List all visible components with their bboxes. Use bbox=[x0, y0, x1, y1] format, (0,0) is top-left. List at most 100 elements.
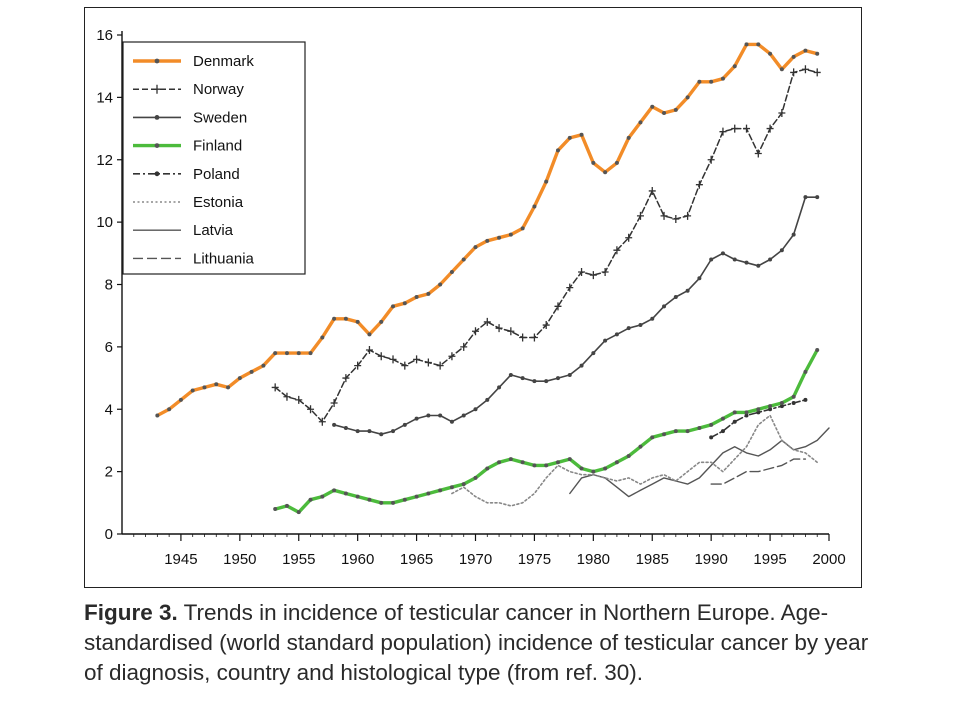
data-point-denmark bbox=[508, 232, 513, 237]
data-point-denmark bbox=[379, 319, 384, 324]
data-point-norway bbox=[377, 352, 385, 361]
data-point-sweden bbox=[414, 416, 419, 421]
x-tick-label: 1985 bbox=[636, 551, 669, 568]
data-point-finland bbox=[815, 347, 820, 352]
data-point-norway bbox=[566, 283, 574, 292]
data-point-denmark bbox=[732, 64, 737, 69]
legend-box bbox=[122, 41, 306, 275]
data-point-norway bbox=[530, 333, 538, 342]
y-tick-label: 6 bbox=[105, 339, 113, 356]
data-point-norway bbox=[601, 268, 609, 277]
data-point-finland bbox=[343, 491, 348, 496]
data-point-norway bbox=[578, 268, 586, 277]
data-point-finland bbox=[803, 369, 808, 374]
data-point-norway bbox=[707, 155, 715, 164]
data-point-denmark bbox=[709, 79, 714, 84]
data-point-sweden bbox=[685, 288, 690, 293]
data-point-sweden bbox=[779, 248, 784, 253]
data-point-denmark bbox=[791, 54, 796, 59]
legend-marker-poland bbox=[154, 171, 160, 177]
legend-marker-finland bbox=[154, 143, 160, 149]
data-point-sweden bbox=[532, 379, 537, 384]
data-point-norway bbox=[636, 211, 644, 220]
data-point-denmark bbox=[332, 316, 337, 321]
legend-label-lithuania: Lithuania bbox=[193, 250, 255, 267]
y-tick-label: 14 bbox=[96, 89, 113, 106]
data-point-denmark bbox=[614, 160, 619, 165]
data-point-norway bbox=[354, 361, 362, 370]
data-point-finland bbox=[532, 463, 537, 468]
data-point-norway bbox=[554, 302, 562, 311]
data-point-finland bbox=[426, 491, 431, 496]
data-point-finland bbox=[756, 407, 761, 412]
data-point-denmark bbox=[803, 48, 808, 53]
data-point-sweden bbox=[508, 372, 513, 377]
data-point-norway bbox=[307, 405, 315, 414]
data-point-finland bbox=[732, 410, 737, 415]
data-point-finland bbox=[603, 466, 608, 471]
y-tick-label: 0 bbox=[105, 526, 113, 543]
data-point-sweden bbox=[732, 257, 737, 262]
data-point-sweden bbox=[768, 257, 773, 262]
data-point-denmark bbox=[249, 369, 254, 374]
data-point-denmark bbox=[261, 363, 266, 368]
series-line-norway bbox=[274, 68, 818, 423]
data-point-sweden bbox=[555, 376, 560, 381]
data-point-denmark bbox=[343, 316, 348, 321]
data-point-finland bbox=[355, 494, 360, 499]
data-point-norway bbox=[766, 124, 774, 133]
data-point-denmark bbox=[296, 351, 301, 356]
data-point-denmark bbox=[167, 407, 172, 412]
data-point-norway bbox=[318, 417, 326, 426]
y-tick-label: 16 bbox=[96, 27, 113, 44]
data-point-poland bbox=[768, 407, 773, 412]
x-tick-label: 1965 bbox=[400, 551, 433, 568]
data-point-norway bbox=[684, 211, 692, 220]
data-point-norway bbox=[589, 271, 597, 280]
data-point-norway bbox=[519, 333, 527, 342]
data-point-denmark bbox=[497, 235, 502, 240]
data-point-denmark bbox=[202, 385, 207, 390]
data-point-norway bbox=[413, 355, 421, 364]
legend-label-denmark: Denmark bbox=[193, 53, 254, 70]
x-tick-label: 1970 bbox=[459, 551, 492, 568]
x-tick-label: 1980 bbox=[577, 551, 610, 568]
data-point-sweden bbox=[697, 276, 702, 281]
data-point-denmark bbox=[320, 335, 325, 340]
figure-label: Figure 3. bbox=[84, 600, 178, 625]
data-point-norway bbox=[342, 374, 350, 383]
line-chart: 0 2 4 6 8 10 12 14 16 1945 1950 1955 1960 1965 1970 197… bbox=[96, 27, 845, 568]
data-point-sweden bbox=[485, 397, 490, 402]
data-point-denmark bbox=[673, 107, 678, 112]
legend-marker-sweden bbox=[154, 115, 160, 120]
data-point-norway bbox=[695, 180, 703, 189]
data-point-finland bbox=[567, 457, 572, 462]
data-point-finland bbox=[544, 463, 549, 468]
data-point-finland bbox=[650, 435, 655, 440]
data-point-denmark bbox=[685, 95, 690, 100]
data-point-finland bbox=[367, 497, 372, 502]
data-point-denmark bbox=[178, 397, 183, 402]
data-point-denmark bbox=[591, 160, 596, 165]
data-point-sweden bbox=[391, 429, 396, 434]
legend-label-poland: Poland bbox=[193, 166, 240, 183]
data-point-finland bbox=[414, 494, 419, 499]
data-point-norway bbox=[389, 355, 397, 364]
data-point-norway bbox=[719, 127, 727, 136]
series-line-poland bbox=[710, 399, 807, 439]
data-point-finland bbox=[697, 425, 702, 430]
y-tick-label: 8 bbox=[105, 277, 113, 294]
data-point-denmark bbox=[449, 270, 454, 275]
data-point-sweden bbox=[662, 304, 667, 309]
data-point-norway bbox=[295, 395, 303, 404]
data-point-denmark bbox=[638, 120, 643, 125]
data-point-denmark bbox=[273, 351, 278, 356]
y-tick-label: 12 bbox=[96, 152, 113, 169]
x-tick-label: 1955 bbox=[282, 551, 315, 568]
data-point-denmark bbox=[650, 104, 655, 109]
data-point-finland bbox=[508, 457, 513, 462]
data-point-finland bbox=[308, 497, 313, 502]
data-point-norway bbox=[613, 246, 621, 255]
data-point-sweden bbox=[367, 429, 372, 434]
data-point-finland bbox=[402, 497, 407, 502]
